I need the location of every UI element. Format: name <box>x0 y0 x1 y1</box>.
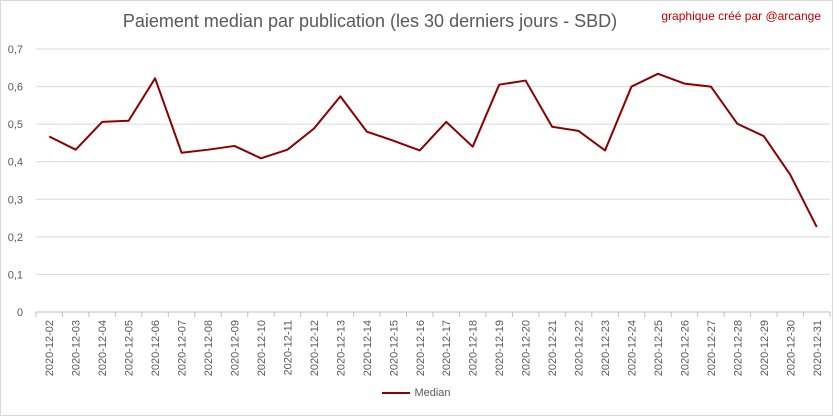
data-point <box>154 77 156 79</box>
x-tick-label: 2020-12-05 <box>124 320 136 376</box>
legend: Median <box>0 387 833 399</box>
x-tick-label: 2020-12-08 <box>203 320 215 376</box>
y-tick-label: 0,2 <box>8 232 23 244</box>
series-group <box>48 72 818 228</box>
y-axis-ticks: 0 0,1 0,2 0,3 0,4 0,5 0,6 0,7 <box>8 44 23 319</box>
data-point <box>683 83 685 85</box>
x-tick-label: 2020-12-22 <box>574 320 586 376</box>
data-point <box>128 120 130 122</box>
x-tick-label: 2020-12-21 <box>547 320 559 376</box>
data-point <box>75 149 77 151</box>
data-point <box>657 73 659 75</box>
y-tick-label: 0,6 <box>8 82 23 94</box>
y-tick-label: 0,3 <box>8 194 23 206</box>
y-tick-label: 0,1 <box>8 269 23 281</box>
data-point <box>498 84 500 86</box>
data-point <box>366 131 368 133</box>
y-tick-label: 0,7 <box>8 44 23 56</box>
x-tick-label: 2020-12-13 <box>335 320 347 376</box>
legend-label-median: Median <box>414 387 451 399</box>
x-tick-label: 2020-12-11 <box>282 320 294 375</box>
data-point <box>234 145 236 147</box>
x-tick-label: 2020-12-27 <box>706 320 718 376</box>
x-tick-label: 2020-12-23 <box>600 320 612 376</box>
data-point <box>710 86 712 88</box>
x-tick-label: 2020-12-30 <box>785 320 797 376</box>
data-point <box>736 123 738 125</box>
y-tick-label: 0 <box>17 307 23 319</box>
x-tick-label: 2020-12-31 <box>812 320 824 376</box>
x-tick-label: 2020-12-04 <box>97 320 109 376</box>
x-tick-label: 2020-12-28 <box>732 320 744 376</box>
x-tick-label: 2020-12-02 <box>44 320 56 376</box>
data-point <box>631 86 633 88</box>
x-tick-label: 2020-12-18 <box>468 320 480 376</box>
data-point <box>525 80 527 82</box>
x-tick-label: 2020-12-06 <box>150 320 162 376</box>
x-tick-label: 2020-12-07 <box>177 320 189 376</box>
x-tick-label: 2020-12-03 <box>71 320 83 376</box>
data-point <box>313 128 315 130</box>
data-point <box>48 136 50 138</box>
x-tick-label: 2020-12-25 <box>653 320 665 376</box>
data-point <box>286 149 288 151</box>
data-point <box>604 149 606 151</box>
y-tick-label: 0,5 <box>8 119 23 131</box>
legend-swatch <box>382 392 411 394</box>
data-point <box>207 149 209 151</box>
series-line-median <box>48 72 818 228</box>
gridlines <box>36 48 830 313</box>
data-point <box>101 121 103 123</box>
y-tick-label: 0,4 <box>8 157 23 169</box>
x-axis-ticks: 2020-12-02 2020-12-03 2020-12-04 2020-12-05… <box>35 312 831 376</box>
x-tick-label: 2020-12-14 <box>362 320 374 376</box>
data-point <box>578 130 580 132</box>
x-tick-label: 2020-12-12 <box>309 320 321 376</box>
chart-credit: graphique créé par @arcange <box>661 9 821 23</box>
x-tick-label: 2020-12-09 <box>230 320 242 376</box>
data-point <box>260 157 262 159</box>
data-point <box>419 149 421 151</box>
chart-title: Paiement median par publication (les 30 … <box>122 11 618 31</box>
data-point <box>816 226 818 228</box>
x-tick-label: 2020-12-16 <box>415 320 427 376</box>
x-tick-label: 2020-12-20 <box>521 320 533 376</box>
data-point <box>763 135 765 137</box>
data-point <box>789 174 791 176</box>
data-point <box>392 140 394 142</box>
data-point <box>339 95 341 97</box>
data-point <box>445 121 447 123</box>
x-tick-label: 2020-12-10 <box>256 320 268 376</box>
x-tick-label: 2020-12-24 <box>627 320 639 376</box>
x-tick-label: 2020-12-26 <box>679 320 691 376</box>
x-tick-label: 2020-12-29 <box>759 320 771 376</box>
x-tick-label: 2020-12-17 <box>441 320 453 376</box>
x-tick-label: 2020-12-19 <box>494 320 506 376</box>
x-tick-label: 2020-12-15 <box>388 320 400 376</box>
data-point <box>551 126 553 128</box>
data-point <box>472 146 474 148</box>
data-point <box>181 152 183 154</box>
